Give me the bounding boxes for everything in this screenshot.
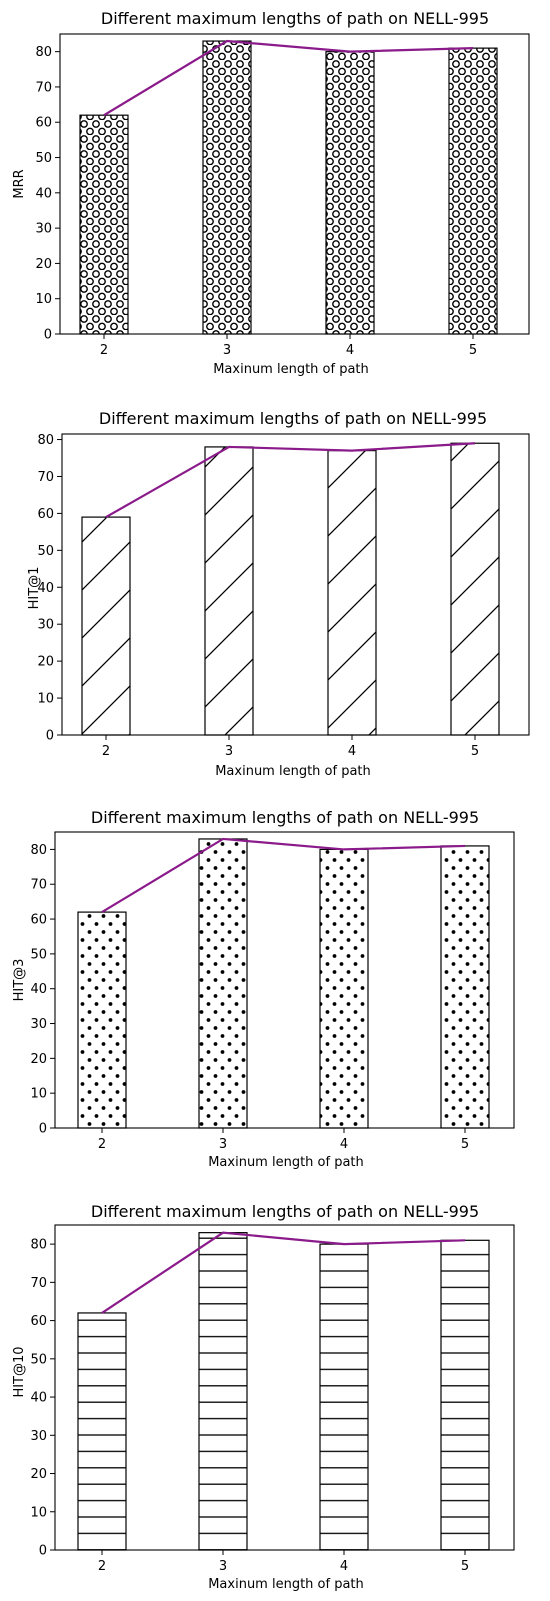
x-tick-label: 5 bbox=[461, 1559, 469, 1574]
y-tick-label: 70 bbox=[30, 878, 47, 893]
y-tick-label: 80 bbox=[35, 45, 52, 60]
y-axis-label: MRR bbox=[12, 169, 27, 198]
y-tick-label: 60 bbox=[37, 507, 54, 522]
chart-panel-mrr: Different maximum lengths of path on NEL… bbox=[12, 9, 530, 377]
y-tick-label: 80 bbox=[30, 1238, 47, 1253]
bar-4 bbox=[325, 51, 375, 335]
y-tick-label: 0 bbox=[39, 1544, 47, 1559]
trend-line bbox=[103, 39, 474, 117]
y-tick-label: 70 bbox=[35, 80, 52, 95]
y-axis-label: HIT@1 bbox=[27, 567, 42, 610]
y-tick-label: 60 bbox=[30, 913, 47, 928]
y-tick-label: 20 bbox=[37, 655, 54, 670]
bar-5 bbox=[440, 1239, 490, 1551]
chart-title: Different maximum lengths of path on NEL… bbox=[91, 808, 479, 827]
x-tick-label: 4 bbox=[346, 343, 354, 358]
x-axis-label: Maxinum length of path bbox=[215, 764, 371, 779]
bar-2 bbox=[81, 516, 131, 736]
y-tick-label: 70 bbox=[30, 1276, 47, 1291]
y-tick-label: 40 bbox=[30, 1391, 47, 1406]
chart-panel-hit1: Different maximum lengths of path on NEL… bbox=[27, 409, 530, 779]
y-tick-label: 40 bbox=[35, 186, 52, 201]
y-tick-label: 40 bbox=[37, 581, 54, 596]
plot-frame bbox=[54, 1224, 515, 1551]
x-axis-label: Maxinum length of path bbox=[213, 362, 369, 377]
y-tick-label: 20 bbox=[30, 1052, 47, 1067]
y-tick-label: 10 bbox=[37, 692, 54, 707]
x-tick-label: 5 bbox=[471, 744, 479, 759]
x-axis-label: Maxinum length of path bbox=[208, 1577, 364, 1592]
y-tick-label: 0 bbox=[39, 1122, 47, 1137]
bar-3 bbox=[204, 446, 254, 736]
x-axis-label: Maxinum length of path bbox=[208, 1155, 364, 1170]
y-tick-label: 0 bbox=[46, 729, 54, 744]
y-tick-label: 50 bbox=[37, 544, 54, 559]
plot-frame bbox=[59, 33, 530, 335]
chart-title: Different maximum lengths of path on NEL… bbox=[101, 9, 489, 28]
x-tick-label: 3 bbox=[219, 1137, 227, 1152]
bar-5 bbox=[448, 47, 498, 335]
bar-4 bbox=[327, 450, 377, 736]
x-tick-label: 3 bbox=[219, 1559, 227, 1574]
x-tick-label: 2 bbox=[102, 744, 110, 759]
bar-3 bbox=[198, 838, 248, 1129]
chart-panel-hit10: Different maximum lengths of path on NEL… bbox=[12, 1202, 515, 1592]
x-tick-label: 2 bbox=[98, 1137, 106, 1152]
x-tick-label: 2 bbox=[98, 1559, 106, 1574]
x-tick-label: 4 bbox=[340, 1137, 348, 1152]
chart-title: Different maximum lengths of path on NEL… bbox=[91, 1202, 479, 1221]
bar-5 bbox=[440, 845, 490, 1129]
bar-2 bbox=[77, 1312, 127, 1551]
x-tick-label: 5 bbox=[469, 343, 477, 358]
x-tick-label: 5 bbox=[461, 1137, 469, 1152]
y-tick-label: 50 bbox=[30, 1352, 47, 1367]
y-tick-label: 50 bbox=[35, 151, 52, 166]
chart-title: Different maximum lengths of path on NEL… bbox=[99, 409, 487, 428]
bar-4 bbox=[319, 1243, 369, 1551]
y-tick-label: 0 bbox=[44, 328, 52, 343]
x-tick-label: 2 bbox=[100, 343, 108, 358]
trend-line bbox=[101, 837, 466, 914]
y-tick-label: 10 bbox=[35, 292, 52, 307]
plot-frame bbox=[54, 831, 515, 1129]
x-tick-label: 4 bbox=[340, 1559, 348, 1574]
y-tick-label: 20 bbox=[30, 1467, 47, 1482]
chart-panel-hit3: Different maximum lengths of path on NEL… bbox=[12, 808, 515, 1170]
trend-line bbox=[101, 1231, 466, 1314]
y-tick-label: 10 bbox=[30, 1505, 47, 1520]
bar-4 bbox=[319, 848, 369, 1129]
y-tick-label: 20 bbox=[35, 257, 52, 272]
bar-5 bbox=[450, 442, 500, 736]
y-tick-label: 30 bbox=[37, 618, 54, 633]
y-tick-label: 30 bbox=[30, 1429, 47, 1444]
y-tick-label: 60 bbox=[35, 116, 52, 131]
y-tick-label: 60 bbox=[30, 1314, 47, 1329]
y-axis-label: HIT@10 bbox=[12, 1346, 27, 1397]
y-tick-label: 70 bbox=[37, 470, 54, 485]
y-tick-label: 10 bbox=[30, 1087, 47, 1102]
bar-3 bbox=[198, 1232, 248, 1551]
plot-frame bbox=[61, 433, 530, 736]
y-tick-label: 50 bbox=[30, 947, 47, 962]
bar-3 bbox=[202, 40, 252, 335]
bar-2 bbox=[77, 911, 127, 1129]
y-tick-label: 40 bbox=[30, 982, 47, 997]
y-tick-label: 30 bbox=[35, 222, 52, 237]
x-tick-label: 3 bbox=[225, 744, 233, 759]
y-tick-label: 80 bbox=[37, 433, 54, 448]
y-tick-label: 80 bbox=[30, 843, 47, 858]
y-axis-label: HIT@3 bbox=[12, 959, 27, 1002]
bar-2 bbox=[79, 114, 129, 335]
x-tick-label: 3 bbox=[223, 343, 231, 358]
y-tick-label: 30 bbox=[30, 1017, 47, 1032]
trend-line bbox=[105, 442, 476, 519]
x-tick-label: 4 bbox=[348, 744, 356, 759]
